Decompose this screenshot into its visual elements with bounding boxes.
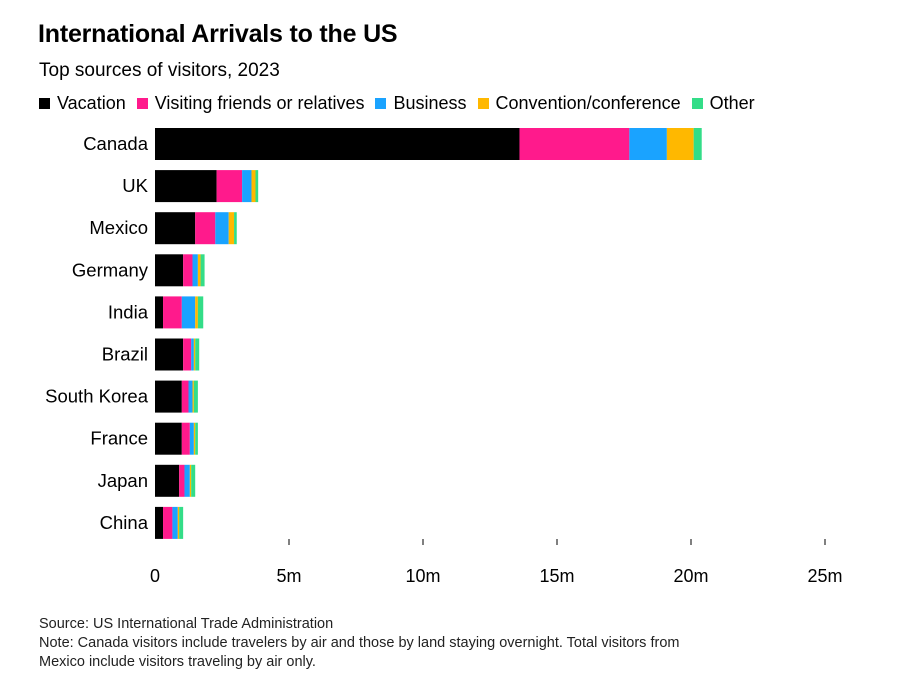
x-tick-label-1: 5m [276, 566, 301, 586]
bar-brazil-visiting-friends-or-relatives [183, 338, 192, 371]
bar-canada-other [693, 128, 702, 160]
bar-japan-vacation [155, 464, 180, 497]
bar-mexico-convention-conference [228, 212, 235, 245]
bar-germany-business [192, 254, 198, 287]
bar-france-visiting-friends-or-relatives [181, 422, 190, 455]
category-label-uk: UK [122, 175, 148, 196]
legend-item-vacation: Vacation [39, 93, 126, 114]
category-label-china: China [100, 512, 149, 533]
legend-swatch-vacation [39, 98, 50, 109]
bar-brazil-convention-conference [193, 338, 196, 371]
bar-south-korea-convention-conference [192, 380, 194, 413]
bar-chart: Canada UK Mexico Germany India Brazil South Ko… [45, 128, 843, 586]
legend-label-visiting-friends: Visiting friends or relatives [154, 93, 365, 113]
chart-title: International Arrivals to the US [38, 20, 398, 48]
bar-india-visiting-friends-or-relatives [163, 296, 182, 329]
x-tick-label-4: 20m [673, 566, 708, 586]
x-tick-label-0: 0 [150, 566, 160, 586]
bar-brazil-other [195, 338, 200, 371]
bar-france-vacation [155, 422, 182, 455]
footnote-line-1: Note: Canada visitors include travelers … [39, 635, 680, 651]
bar-germany-other [200, 254, 205, 287]
bar-brazil-vacation [155, 338, 184, 371]
legend-swatch-other [691, 98, 703, 109]
bar-mexico-business [215, 212, 229, 245]
category-label-germany: Germany [72, 259, 149, 280]
legend-swatch-visiting-friends [136, 98, 148, 109]
chart-footer: Source: US International Trade Administr… [39, 615, 839, 672]
footnote-line-2: Mexico include visitors traveling by air… [39, 654, 316, 670]
legend-label-vacation: Vacation [57, 93, 126, 113]
bar-china-business [172, 506, 178, 539]
bar-mexico-other [234, 212, 237, 245]
bar-south-korea-visiting-friends-or-relatives [181, 380, 189, 413]
x-tick-label-2: 10m [405, 566, 440, 586]
bar-china-other [179, 506, 184, 539]
legend-swatch-convention [477, 98, 489, 109]
bar-india-convention-conference [195, 296, 198, 329]
bar-canada-vacation [155, 128, 520, 160]
bar-uk-business [242, 170, 252, 203]
category-label-brazil: Brazil [102, 344, 148, 365]
bar-mexico-visiting-friends-or-relatives [195, 212, 216, 245]
category-label-india: India [108, 301, 149, 322]
bar-france-convention-conference [193, 422, 196, 455]
bar-france-business [189, 422, 194, 455]
category-label-japan: Japan [98, 470, 148, 491]
bar-japan-convention-conference [189, 464, 192, 497]
bar-brazil-business [191, 338, 194, 371]
category-label-france: France [90, 428, 148, 449]
bar-canada-visiting-friends-or-relatives [519, 128, 630, 160]
source-note: Source: US International Trade Administr… [39, 616, 334, 632]
legend-item-other: Other [691, 93, 755, 114]
bar-china-convention-conference [177, 506, 180, 539]
category-label-south-korea: South Korea [45, 386, 149, 407]
chart-subtitle: Top sources of visitors, 2023 [39, 60, 280, 81]
legend-label-convention: Convention/conference [495, 93, 681, 113]
bar-china-vacation [155, 506, 164, 539]
legend-label-business: Business [393, 93, 467, 113]
bar-south-korea-other [193, 380, 198, 413]
bar-china-visiting-friends-or-relatives [163, 506, 173, 539]
bar-canada-business [629, 128, 667, 160]
bar-canada-convention-conference [666, 128, 694, 160]
bar-france-other [195, 422, 198, 455]
bar-mexico-vacation [155, 212, 196, 245]
bar-uk-convention-conference [251, 170, 256, 203]
bar-uk-vacation [155, 170, 217, 203]
bar-germany-vacation [155, 254, 184, 287]
bar-south-korea-vacation [155, 380, 182, 413]
bar-india-business [181, 296, 196, 329]
legend-label-other: Other [709, 93, 755, 113]
x-tick-label-5: 25m [807, 566, 842, 586]
bar-japan-business [184, 464, 190, 497]
bar-japan-visiting-friends-or-relatives [179, 464, 185, 497]
bar-uk-visiting-friends-or-relatives [216, 170, 243, 203]
legend-item-convention: Convention/conference [477, 93, 681, 114]
legend-item-business: Business [375, 93, 467, 114]
bar-germany-visiting-friends-or-relatives [183, 254, 193, 287]
bar-japan-other [191, 464, 196, 497]
bar-germany-convention-conference [197, 254, 201, 287]
category-label-mexico: Mexico [89, 217, 148, 238]
x-tick-label-3: 15m [539, 566, 574, 586]
bar-india-vacation [155, 296, 164, 329]
bar-india-other [197, 296, 204, 329]
category-label-canada: Canada [83, 133, 149, 154]
chart-legend: Vacation Visiting friends or relatives B… [39, 93, 766, 114]
bar-uk-other [255, 170, 259, 203]
bar-south-korea-business [188, 380, 193, 413]
legend-item-visiting-friends: Visiting friends or relatives [136, 93, 365, 114]
legend-swatch-business [375, 98, 387, 109]
